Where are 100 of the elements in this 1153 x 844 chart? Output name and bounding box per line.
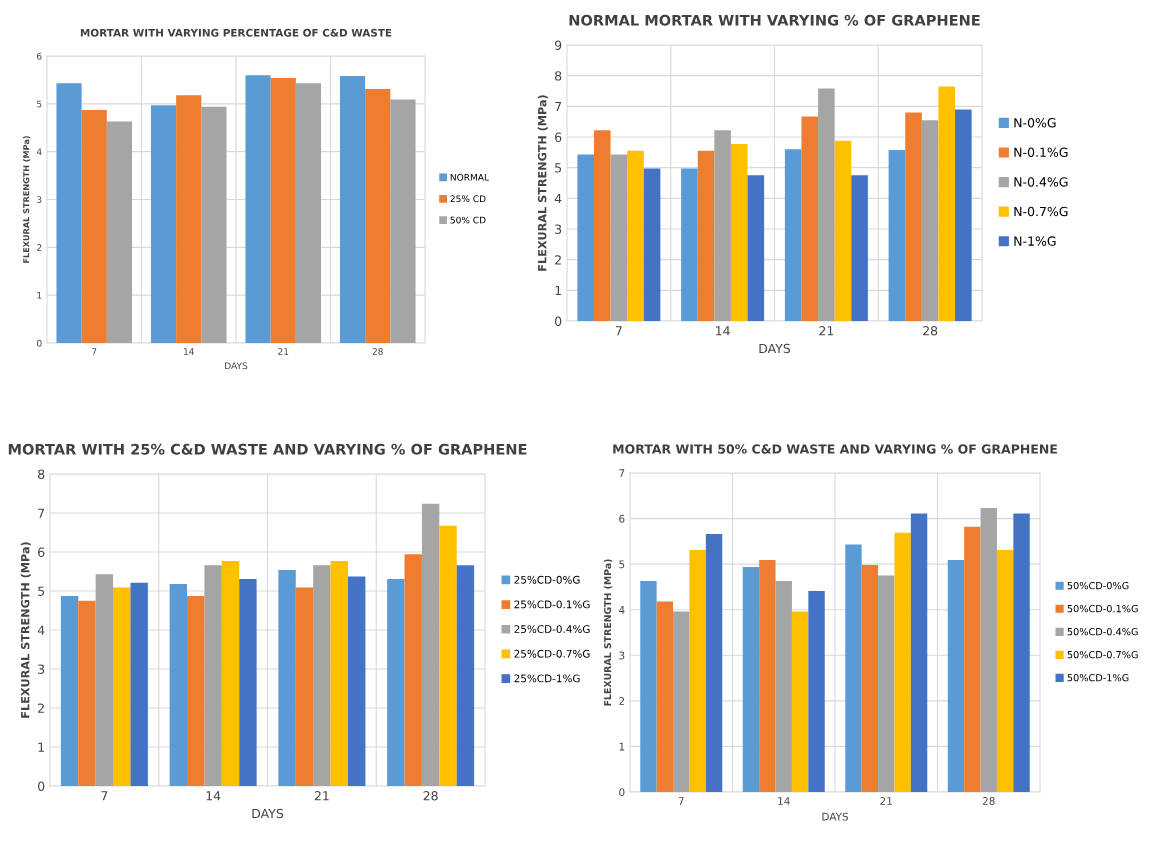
bar xyxy=(204,565,222,786)
bar xyxy=(640,581,657,792)
bar xyxy=(60,596,79,786)
bar xyxy=(390,99,416,343)
legend-label: 25%CD-0.4%G xyxy=(514,625,590,634)
bar xyxy=(347,576,366,786)
legend-label: N-0.4%G xyxy=(1014,177,1068,187)
x-tick-label: 7 xyxy=(92,348,97,355)
legend-label: 50%CD-0.7%G xyxy=(1067,650,1138,659)
legend-label: 50%CD-0.4%G xyxy=(1067,627,1138,636)
bar xyxy=(221,560,240,786)
bar xyxy=(106,121,133,343)
x-tick-label: 28 xyxy=(982,797,995,805)
bar xyxy=(791,611,809,792)
legend-label: NORMAL xyxy=(450,173,489,181)
bar xyxy=(404,554,422,786)
bar xyxy=(910,513,928,792)
x-axis-title: DAYS xyxy=(759,343,791,354)
x-tick-label: 21 xyxy=(880,797,892,805)
bar xyxy=(270,78,296,343)
y-tick-label: 7 xyxy=(619,469,625,477)
bar xyxy=(339,76,366,343)
bar xyxy=(330,560,348,786)
bar xyxy=(313,565,331,786)
bar xyxy=(861,565,879,792)
bar xyxy=(818,88,835,321)
bar xyxy=(775,581,792,792)
legend-label: N-0%G xyxy=(1014,117,1056,128)
y-tick-label: 8 xyxy=(555,71,562,81)
x-axis-title: DAYS xyxy=(822,812,848,821)
x-tick-label: 14 xyxy=(184,348,194,355)
x-tick-label: 21 xyxy=(278,348,289,355)
bar xyxy=(95,574,114,786)
bar xyxy=(742,566,760,792)
bar xyxy=(878,575,895,792)
bar xyxy=(456,565,475,786)
y-tick-label: 3 xyxy=(555,224,562,234)
bar xyxy=(938,86,956,321)
y-tick-label: 4 xyxy=(37,625,45,635)
chart-title: NORMAL MORTAR WITH VARYING % OF GRAPHENE xyxy=(569,14,980,26)
bar xyxy=(964,526,981,792)
legend-label: 50%CD-0.1%G xyxy=(1067,604,1138,613)
y-tick-label: 2 xyxy=(37,244,42,251)
bar xyxy=(421,503,440,786)
x-tick-label: 21 xyxy=(819,326,834,336)
y-axis-title: FLEXURAL STRENGTH (MPa) xyxy=(20,542,31,718)
bar xyxy=(239,578,257,786)
y-tick-label: 4 xyxy=(36,148,42,156)
bar xyxy=(689,550,706,792)
bar xyxy=(387,578,405,786)
y-tick-label: 3 xyxy=(38,664,45,674)
x-tick-label: 14 xyxy=(206,791,221,801)
bar xyxy=(834,140,852,321)
bar xyxy=(747,175,765,321)
legend-label: 25%CD-0%G xyxy=(514,575,580,584)
bar xyxy=(176,95,202,343)
bar xyxy=(714,130,731,321)
y-tick-label: 1 xyxy=(37,292,42,299)
bar xyxy=(681,168,698,321)
y-tick-label: 0 xyxy=(38,781,45,791)
chart-title: MORTAR WITH 50% C&D WASTE AND VARYING % OF GRAPHENE xyxy=(613,444,1057,454)
bar xyxy=(996,550,1014,792)
y-tick-label: 7 xyxy=(555,101,562,112)
bar xyxy=(845,544,862,792)
x-tick-label: 28 xyxy=(923,326,938,336)
bar xyxy=(245,75,271,343)
x-tick-label: 7 xyxy=(678,797,684,805)
x-tick-label: 28 xyxy=(423,791,438,801)
y-tick-label: 8 xyxy=(38,469,45,479)
legend-label: 25%CD-0.1%G xyxy=(514,600,590,609)
bar xyxy=(56,83,82,343)
bar xyxy=(81,110,107,343)
bar xyxy=(593,130,611,321)
y-tick-label: 3 xyxy=(37,196,42,204)
legend-label: 25% CD xyxy=(450,195,486,203)
bar xyxy=(697,150,715,321)
y-tick-label: 5 xyxy=(555,163,562,173)
bar xyxy=(627,150,644,321)
bar xyxy=(295,83,322,343)
bar xyxy=(78,600,96,786)
x-axis-title: DAYS xyxy=(252,808,284,819)
legend-label: N-1%G xyxy=(1014,236,1056,246)
y-tick-label: 7 xyxy=(38,508,45,518)
bar xyxy=(113,587,131,786)
bar xyxy=(730,144,748,321)
legend-label: 25%CD-1%G xyxy=(514,674,580,683)
y-tick-label: 5 xyxy=(619,560,625,569)
bar xyxy=(955,109,972,321)
legend-label: 25%CD-0.7%G xyxy=(514,649,590,658)
bar xyxy=(656,601,674,792)
bar xyxy=(705,534,723,792)
y-tick-label: 2 xyxy=(38,703,44,713)
bar xyxy=(980,508,997,792)
y-axis-title: FLEXURAL STRENGTH (MPa) xyxy=(603,559,613,706)
y-tick-label: 1 xyxy=(555,285,561,296)
bar xyxy=(1013,513,1030,792)
bar xyxy=(759,560,776,792)
bar xyxy=(784,149,802,321)
bar xyxy=(610,154,628,321)
bar xyxy=(921,120,939,321)
